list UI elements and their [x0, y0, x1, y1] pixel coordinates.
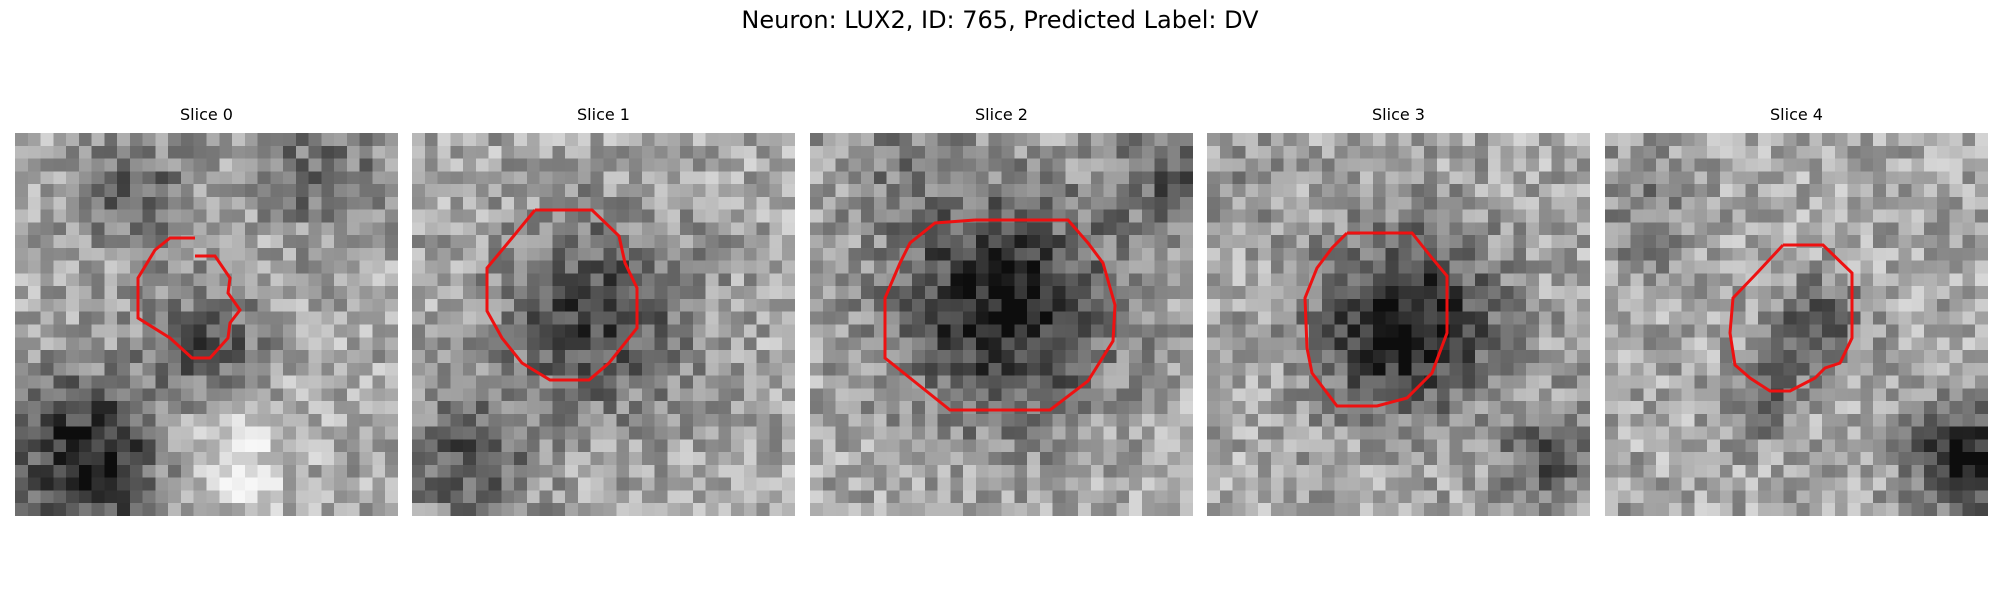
slice-panel-1: Slice 1 — [412, 105, 795, 516]
slice-image-4 — [1605, 133, 1988, 516]
figure-title: Neuron: LUX2, ID: 765, Predicted Label: … — [741, 6, 1259, 34]
slice-panel-4: Slice 4 — [1605, 105, 1988, 516]
roi-contour-3 — [1303, 231, 1449, 408]
slice-panel-0: Slice 0 — [15, 105, 398, 516]
slice-image-3 — [1207, 133, 1590, 516]
slice-title-4: Slice 4 — [1770, 105, 1823, 124]
slice-image-0 — [15, 133, 398, 516]
slice-title-1: Slice 1 — [577, 105, 630, 124]
slice-panel-3: Slice 3 — [1207, 105, 1590, 516]
slice-title-0: Slice 0 — [180, 105, 233, 124]
roi-contour-4 — [1728, 243, 1854, 393]
slice-title-3: Slice 3 — [1372, 105, 1425, 124]
slice-image-1 — [412, 133, 795, 516]
roi-contour-0 — [136, 236, 242, 360]
slice-title-2: Slice 2 — [975, 105, 1028, 124]
slice-panel-2: Slice 2 — [810, 105, 1193, 516]
slice-image-2 — [810, 133, 1193, 516]
roi-contour-2 — [883, 218, 1117, 412]
roi-contour-1 — [485, 208, 639, 382]
